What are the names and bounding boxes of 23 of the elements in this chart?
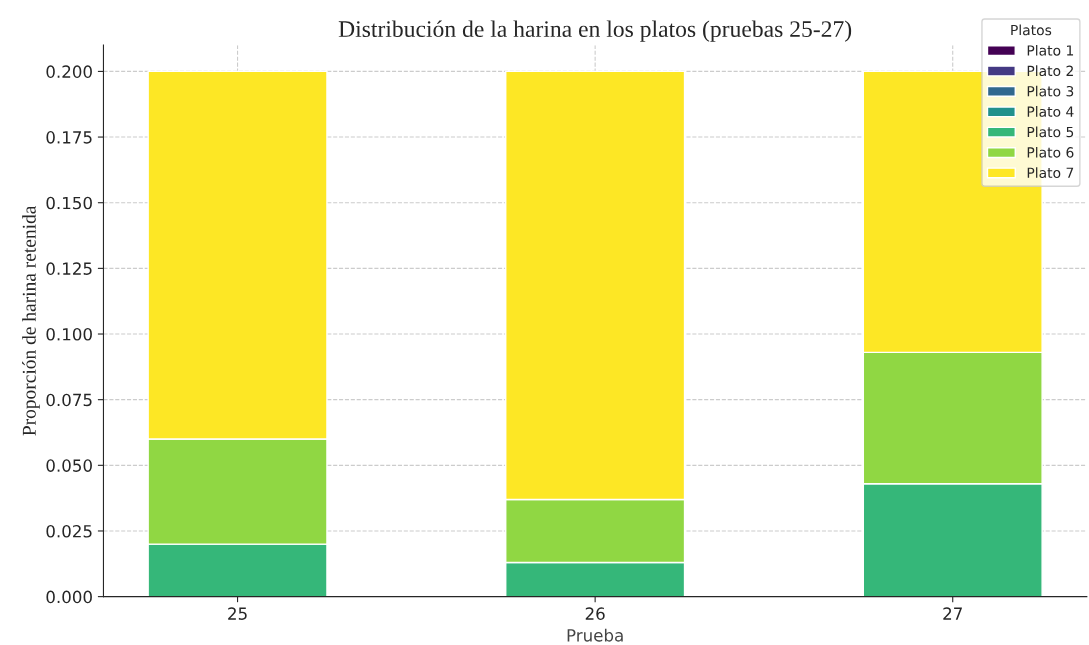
legend-label: Plato 4 [1027, 106, 1074, 117]
legend-label: Plato 1 [1027, 44, 1074, 56]
x-tick-label: 27 [943, 607, 962, 620]
y-tick-label: 0.175 [46, 131, 92, 144]
y-tick-label: 0.000 [46, 590, 92, 604]
x-tick-label: 25 [228, 607, 247, 620]
legend-label: Plato 7 [1027, 167, 1074, 179]
x-axis-title: Prueba [567, 628, 623, 642]
legend-label: Plato 5 [1027, 126, 1074, 138]
legend-title: Platos [1011, 24, 1052, 36]
chart-title: Distribución de la harina en los platos (pruebas 25-27) [338, 20, 852, 42]
x-tick-label: 26 [585, 607, 605, 620]
y-tick-label: 0.125 [46, 262, 92, 275]
legend-label: Plato 6 [1027, 146, 1074, 158]
y-axis-title: Proporción de harina retenida [22, 205, 40, 436]
y-tick-label: 0.075 [46, 393, 92, 407]
y-tick-label: 0.025 [46, 524, 92, 538]
y-tick-label: 0.150 [46, 196, 92, 210]
y-tick-label: 0.100 [46, 327, 92, 341]
legend-label: Plato 3 [1027, 85, 1074, 97]
y-tick-label: 0.050 [46, 459, 92, 472]
y-tick-label: 0.200 [46, 65, 92, 78]
legend-label: Plato 2 [1027, 65, 1073, 77]
